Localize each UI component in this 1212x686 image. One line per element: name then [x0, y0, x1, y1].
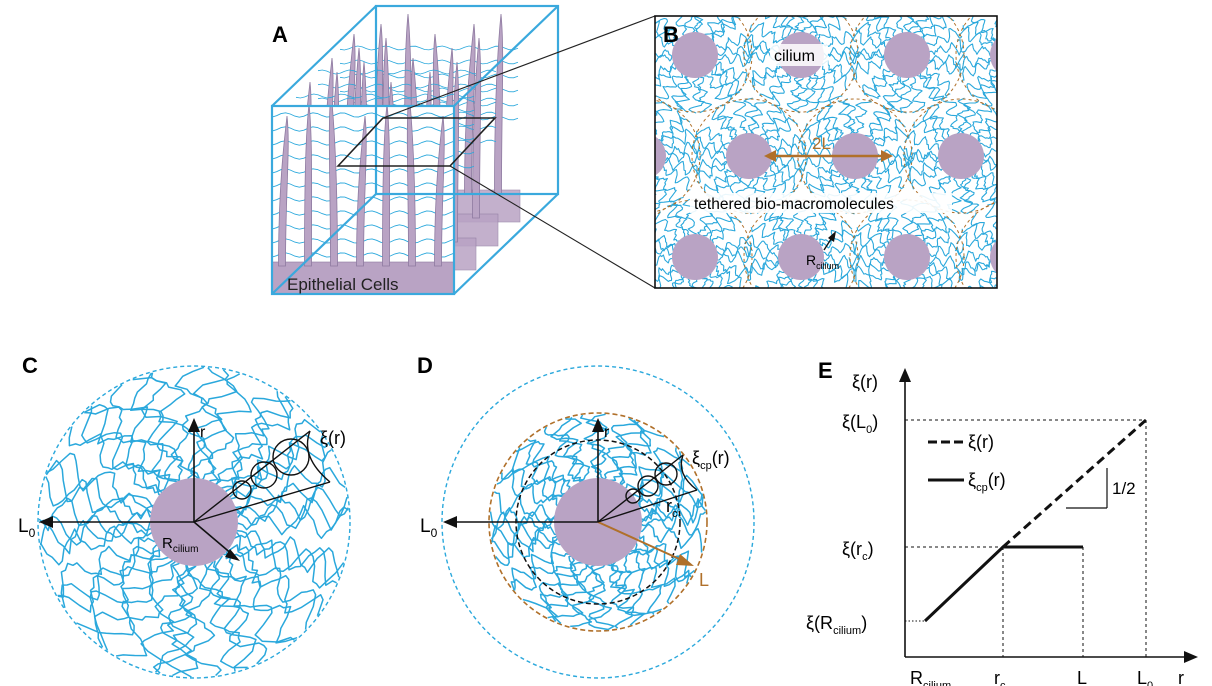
- panel-e: E ξ(r) ξcp(r) 1/2 ξ(r) r: [806, 358, 1198, 686]
- e-y-axis-label: ξ(r): [852, 372, 878, 392]
- panel-c: C r L0 ξ(r) Rcilium: [18, 353, 350, 678]
- panel-a-letter: A: [272, 22, 288, 47]
- cilium-label: cilium: [774, 48, 815, 65]
- panel-c-letter: C: [22, 353, 38, 378]
- spacing-2l-label: 2L: [812, 134, 831, 153]
- e-axes: [899, 368, 1198, 663]
- panel-b-letter: B: [663, 22, 679, 47]
- e-xtick-l: L: [1077, 668, 1087, 686]
- e-legend: ξ(r) ξcp(r): [928, 432, 1006, 494]
- e-xtick-rcilium: Rcilium: [910, 668, 951, 686]
- e-xicp-solid-line: [925, 547, 1083, 621]
- epithelial-cells-label: Epithelial Cells: [287, 275, 399, 294]
- panel-d: D r L0 ξcp(r) rc L: [417, 353, 754, 678]
- e-ytick-l0: ξ(L0): [842, 412, 878, 436]
- d-r-axis-label: r: [604, 424, 610, 441]
- e-x-axis-label: r: [1178, 668, 1184, 686]
- e-xtick-rc: rc: [994, 668, 1006, 686]
- e-guide-lines: [905, 420, 1146, 657]
- d-l0-label: L0: [420, 516, 438, 540]
- tethered-biomacromolecules-label: tethered bio-macromolecules: [694, 196, 894, 213]
- c-xi-label: ξ(r): [320, 428, 346, 448]
- e-slope-label: 1/2: [1112, 479, 1136, 498]
- e-xtick-l0: L0: [1137, 668, 1153, 686]
- panel-a: A Epithelial Cells: [272, 6, 558, 294]
- panel-b: B cilium 2L tethered bio-macromolecules …: [585, 0, 1071, 315]
- c-r-axis-label: r: [200, 424, 206, 441]
- e-ytick-rc: ξ(rc): [842, 539, 874, 563]
- panel-d-letter: D: [417, 353, 433, 378]
- e-ytick-rcilium: ξ(Rcilium): [806, 613, 867, 637]
- d-l-label: L: [699, 570, 709, 590]
- panel-e-letter: E: [818, 358, 833, 383]
- e-curves: [925, 420, 1146, 621]
- c-l0-label: L0: [18, 516, 36, 540]
- d-xicp-label: ξcp(r): [692, 448, 730, 472]
- e-legend-xicp: ξcp(r): [968, 470, 1006, 494]
- e-legend-xi: ξ(r): [968, 432, 994, 452]
